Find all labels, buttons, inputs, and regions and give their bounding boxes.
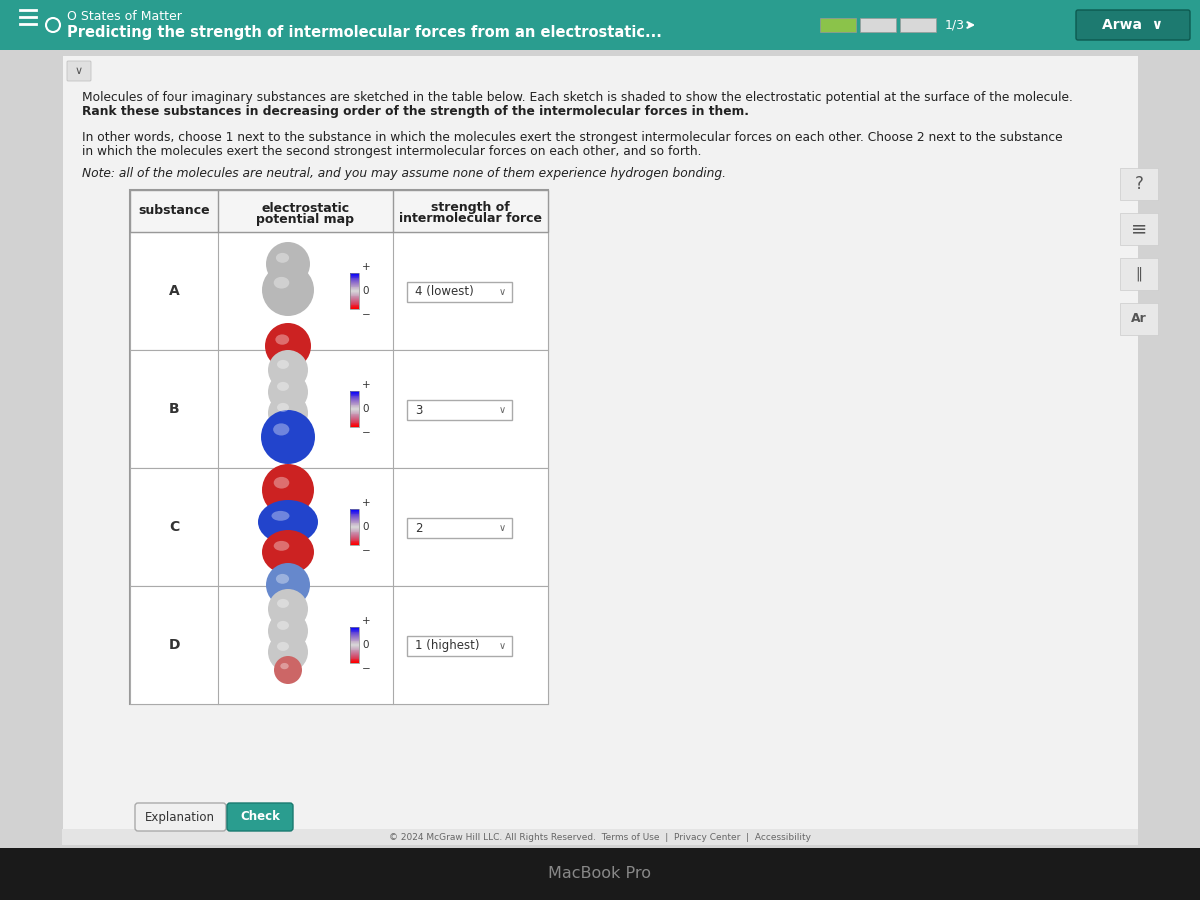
- Text: Molecules of four imaginary substances are sketched in the table below. Each ske: Molecules of four imaginary substances a…: [82, 91, 1073, 104]
- FancyBboxPatch shape: [350, 285, 359, 286]
- Ellipse shape: [266, 563, 310, 607]
- Text: 1 (highest): 1 (highest): [415, 640, 480, 652]
- Text: © 2024 McGraw Hill LLC. All Rights Reserved.  Terms of Use  |  Privacy Center  |: © 2024 McGraw Hill LLC. All Rights Reser…: [389, 832, 811, 842]
- FancyBboxPatch shape: [350, 400, 359, 401]
- FancyBboxPatch shape: [350, 288, 359, 289]
- FancyBboxPatch shape: [350, 644, 359, 645]
- Ellipse shape: [275, 335, 289, 345]
- Ellipse shape: [266, 242, 310, 286]
- FancyBboxPatch shape: [350, 514, 359, 516]
- Ellipse shape: [258, 500, 318, 544]
- FancyBboxPatch shape: [350, 651, 359, 652]
- FancyBboxPatch shape: [62, 55, 1138, 845]
- Ellipse shape: [276, 574, 289, 584]
- FancyBboxPatch shape: [350, 643, 359, 644]
- FancyBboxPatch shape: [350, 649, 359, 651]
- FancyBboxPatch shape: [350, 513, 359, 515]
- Text: 2: 2: [415, 521, 422, 535]
- FancyBboxPatch shape: [350, 301, 359, 302]
- FancyBboxPatch shape: [350, 423, 359, 424]
- FancyBboxPatch shape: [350, 645, 359, 647]
- FancyBboxPatch shape: [350, 509, 359, 511]
- FancyBboxPatch shape: [350, 511, 359, 513]
- FancyBboxPatch shape: [350, 296, 359, 297]
- FancyBboxPatch shape: [350, 418, 359, 419]
- FancyBboxPatch shape: [350, 300, 359, 301]
- FancyBboxPatch shape: [350, 525, 359, 526]
- FancyBboxPatch shape: [350, 420, 359, 421]
- FancyBboxPatch shape: [350, 531, 359, 533]
- FancyBboxPatch shape: [350, 536, 359, 538]
- FancyBboxPatch shape: [350, 419, 359, 420]
- FancyBboxPatch shape: [350, 629, 359, 631]
- Text: +: +: [362, 616, 371, 626]
- Ellipse shape: [277, 403, 289, 412]
- FancyBboxPatch shape: [350, 630, 359, 632]
- FancyBboxPatch shape: [350, 533, 359, 535]
- FancyBboxPatch shape: [350, 518, 359, 519]
- Text: 4 (lowest): 4 (lowest): [415, 285, 474, 299]
- FancyBboxPatch shape: [350, 532, 359, 534]
- Ellipse shape: [271, 511, 289, 521]
- FancyBboxPatch shape: [350, 539, 359, 541]
- Text: Rank these substances in decreasing order of the strength of the intermolecular : Rank these substances in decreasing orde…: [82, 105, 749, 119]
- Text: A: A: [169, 284, 179, 298]
- FancyBboxPatch shape: [350, 635, 359, 637]
- FancyBboxPatch shape: [350, 659, 359, 661]
- FancyBboxPatch shape: [130, 350, 548, 468]
- FancyBboxPatch shape: [350, 656, 359, 658]
- FancyBboxPatch shape: [350, 422, 359, 423]
- FancyBboxPatch shape: [350, 530, 359, 532]
- FancyBboxPatch shape: [350, 280, 359, 281]
- FancyBboxPatch shape: [350, 652, 359, 653]
- FancyBboxPatch shape: [350, 638, 359, 640]
- FancyBboxPatch shape: [350, 307, 359, 308]
- Text: in which the molecules exert the second strongest intermolecular forces on each : in which the molecules exert the second …: [82, 146, 702, 158]
- Ellipse shape: [268, 589, 308, 629]
- FancyBboxPatch shape: [130, 190, 548, 704]
- FancyBboxPatch shape: [350, 412, 359, 413]
- Ellipse shape: [277, 382, 289, 391]
- FancyBboxPatch shape: [350, 516, 359, 517]
- Ellipse shape: [265, 323, 311, 369]
- Text: O States of Matter: O States of Matter: [67, 11, 182, 23]
- FancyBboxPatch shape: [350, 425, 359, 426]
- Text: potential map: potential map: [257, 212, 354, 226]
- FancyBboxPatch shape: [350, 302, 359, 303]
- FancyBboxPatch shape: [350, 402, 359, 403]
- FancyBboxPatch shape: [350, 278, 359, 279]
- Ellipse shape: [274, 477, 289, 489]
- Text: ∨: ∨: [74, 66, 83, 76]
- Text: ∨: ∨: [498, 641, 505, 651]
- FancyBboxPatch shape: [350, 543, 359, 544]
- FancyBboxPatch shape: [350, 409, 359, 410]
- Ellipse shape: [281, 663, 289, 670]
- FancyBboxPatch shape: [350, 304, 359, 305]
- Text: 0: 0: [362, 404, 368, 414]
- Text: −: −: [362, 428, 371, 438]
- FancyBboxPatch shape: [350, 641, 359, 643]
- Text: Check: Check: [240, 811, 280, 824]
- FancyBboxPatch shape: [350, 413, 359, 414]
- FancyBboxPatch shape: [350, 395, 359, 396]
- FancyBboxPatch shape: [350, 647, 359, 649]
- FancyBboxPatch shape: [350, 275, 359, 276]
- Text: strength of: strength of: [431, 202, 510, 214]
- FancyBboxPatch shape: [350, 424, 359, 425]
- FancyBboxPatch shape: [350, 510, 359, 512]
- FancyBboxPatch shape: [350, 648, 359, 650]
- FancyBboxPatch shape: [1120, 258, 1158, 290]
- FancyBboxPatch shape: [350, 394, 359, 395]
- Ellipse shape: [268, 632, 308, 672]
- Ellipse shape: [274, 656, 302, 684]
- Text: −: −: [362, 664, 371, 674]
- FancyBboxPatch shape: [350, 286, 359, 287]
- Ellipse shape: [268, 372, 308, 412]
- Ellipse shape: [268, 611, 308, 651]
- Text: 0: 0: [362, 522, 368, 532]
- FancyBboxPatch shape: [350, 542, 359, 544]
- FancyBboxPatch shape: [350, 417, 359, 418]
- Text: electrostatic: electrostatic: [262, 202, 349, 214]
- Text: Predicting the strength of intermolecular forces from an electrostatic...: Predicting the strength of intermolecula…: [67, 25, 662, 40]
